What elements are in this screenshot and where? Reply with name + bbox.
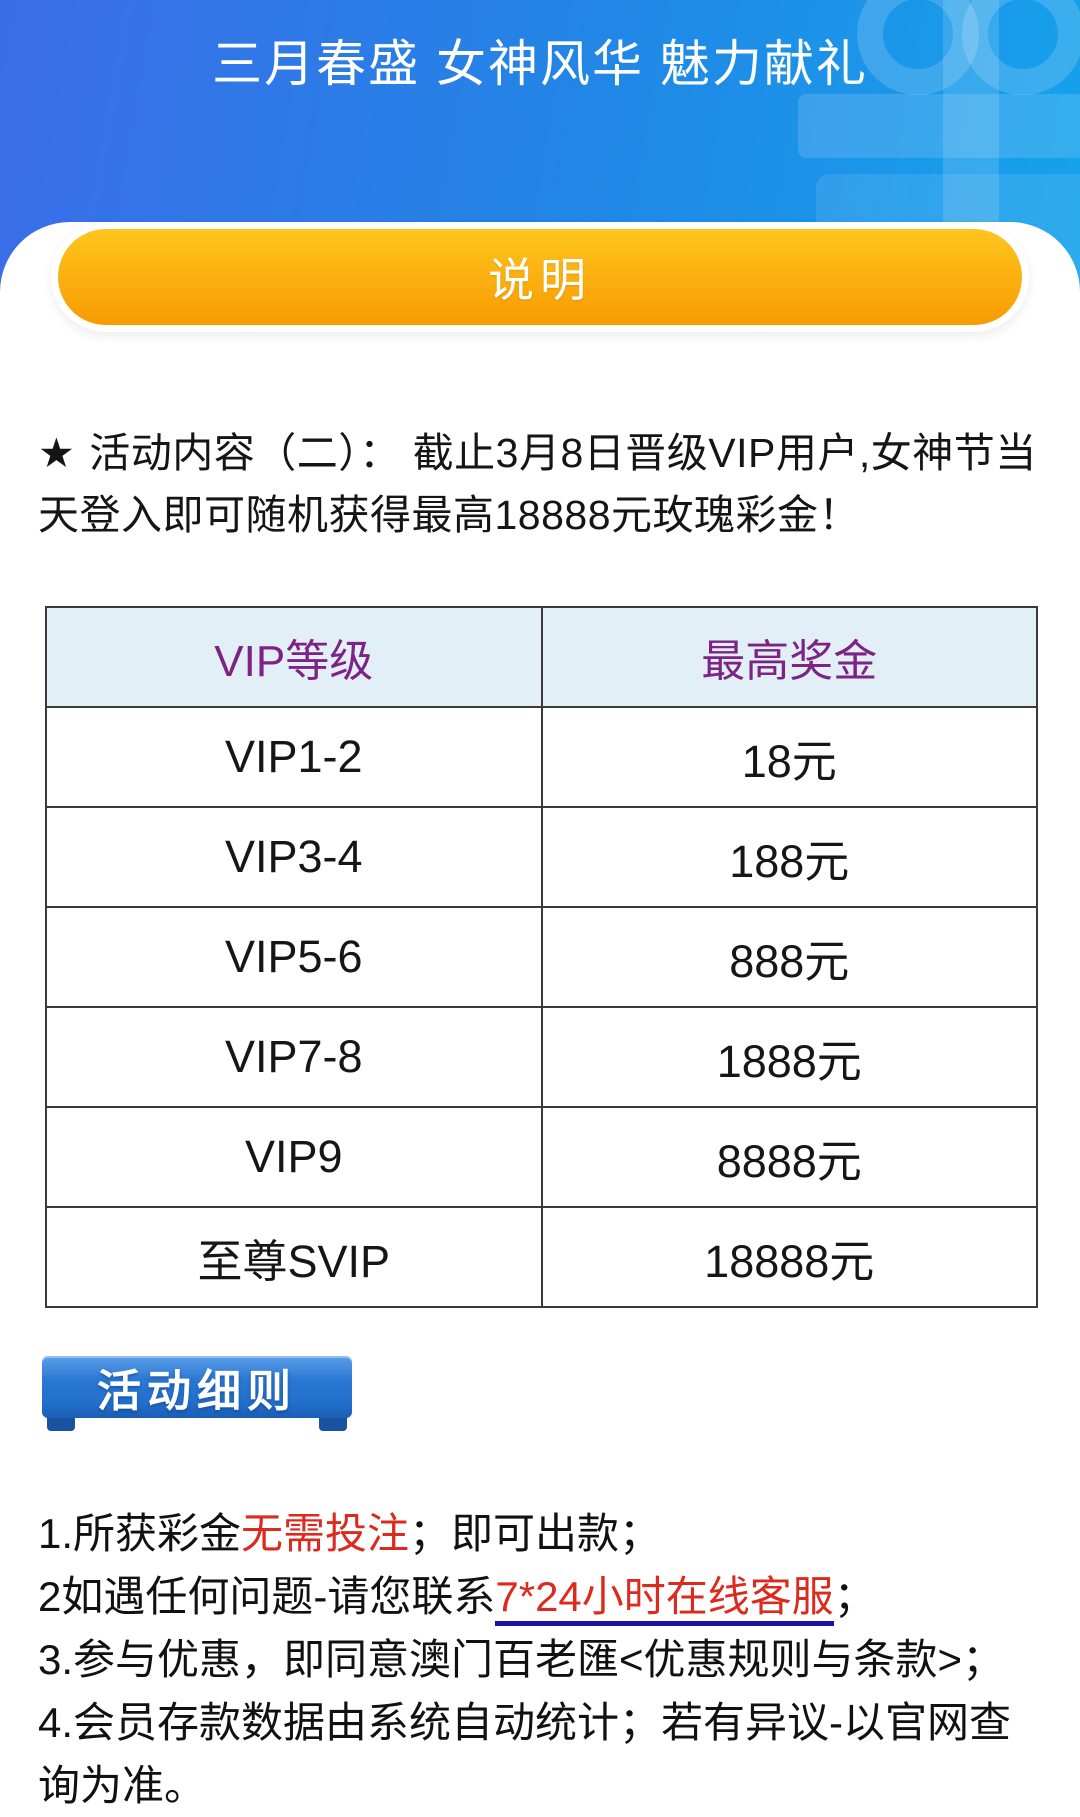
rule-line: 3.参与优惠，即同意澳门百老匯<优惠规则与条款>； (38, 1628, 1042, 1691)
vip-table-body: VIP1-2 18元 VIP3-4 188元 VIP5-6 888元 VIP7-8 1888元… (45, 706, 1038, 1308)
table-cell: VIP1-2 (45, 706, 543, 808)
table-cell: 888元 (540, 906, 1038, 1008)
table-cell: 8888元 (540, 1106, 1038, 1208)
vip-table-head: VIP等级 最高奖金 (45, 606, 1038, 708)
table-row: 至尊SVIP 18888元 (45, 1206, 1038, 1308)
table-cell: VIP9 (45, 1106, 543, 1208)
table-cell: 18元 (540, 706, 1038, 808)
ribbon-tail-left (47, 1415, 75, 1431)
explanation-button[interactable]: 说明 (51, 222, 1029, 332)
rules-ribbon-label: 活动细则 (97, 1367, 297, 1416)
table-cell: VIP7-8 (45, 1006, 543, 1108)
rule-text: 3.参与优惠，即同意澳门百老匯<优惠规则与条款>； (38, 1636, 1005, 1683)
rule-text: 2如遇任何问题-请您联系 (38, 1573, 496, 1620)
rule-text: 1.所获彩金 (38, 1510, 242, 1557)
table-cell: 至尊SVIP (45, 1206, 543, 1308)
rule-text: 无需投注 (241, 1510, 410, 1557)
table-row: VIP7-8 1888元 (45, 1006, 1038, 1108)
rule-line: 2如遇任何问题-请您联系7*24小时在线客服； (38, 1565, 1042, 1628)
table-header-row: VIP等级 最高奖金 (45, 606, 1038, 708)
table-row: VIP3-4 188元 (45, 806, 1038, 908)
online-support-link[interactable]: 7*24小时在线客服 (495, 1573, 834, 1626)
vip-table: VIP等级 最高奖金 VIP1-2 18元 VIP3-4 188元 VIP5-6 888元 V… (45, 606, 1038, 1308)
table-row: VIP5-6 888元 (45, 906, 1038, 1008)
activity-description: ★ 活动内容（二）： 截止3月8日晋级VIP用户,女神节当天登入即可随机获得最高1… (38, 422, 1040, 546)
table-cell: 188元 (540, 806, 1038, 908)
rule-line: 1.所获彩金无需投注；即可出款； (38, 1502, 1042, 1565)
table-header-cell: 最高奖金 (540, 606, 1038, 708)
star-icon: ★ (38, 430, 76, 476)
ribbon-tail-right (319, 1415, 347, 1431)
rule-text: ； (833, 1573, 876, 1620)
activity-text: 活动内容（二）： 截止3月8日晋级VIP用户,女神节当天登入即可随机获得最高18… (38, 430, 1037, 538)
explanation-button-label: 说明 (488, 254, 592, 306)
table-row: VIP9 8888元 (45, 1106, 1038, 1208)
table-row: VIP1-2 18元 (45, 706, 1038, 808)
rule-line: 4.会员存款数据由系统自动统计；若有异议-以官网查询为准。 (38, 1691, 1042, 1817)
table-cell: 1888元 (540, 1006, 1038, 1108)
rules-ribbon: 活动细则 (42, 1356, 352, 1431)
content-panel: 说明 ★ 活动内容（二）： 截止3月8日晋级VIP用户,女神节当天登入即可随机获得… (0, 222, 1080, 1809)
rule-text: 4.会员存款数据由系统自动统计；若有异议-以官网查询为准。 (38, 1699, 1012, 1809)
page-title: 三月春盛 女神风华 魅力献礼 (212, 36, 868, 92)
table-header-cell: VIP等级 (45, 606, 543, 708)
table-cell: VIP5-6 (45, 906, 543, 1008)
rule-text: ；即可出款； (409, 1510, 662, 1557)
table-cell: 18888元 (540, 1206, 1038, 1308)
rules-list: 1.所获彩金无需投注；即可出款； 2如遇任何问题-请您联系7*24小时在线客服； 3… (38, 1502, 1042, 1817)
table-cell: VIP3-4 (45, 806, 543, 908)
